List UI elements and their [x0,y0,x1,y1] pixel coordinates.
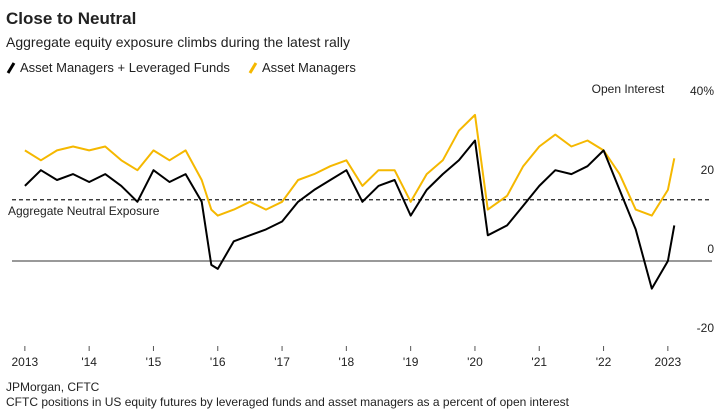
x-tick-label: '14 [81,355,97,369]
legend-label: Asset Managers [262,60,356,75]
y-axis-label: Open Interest [592,82,665,96]
x-tick-label: '20 [467,355,483,369]
y-tick-label: 40% [690,84,714,98]
note: CFTC positions in US equity futures by l… [6,395,570,409]
x-tick-label: 2023 [654,355,681,369]
source: JPMorgan, CFTC [6,380,100,394]
y-tick-label: 0 [707,242,714,256]
legend-swatch [248,62,258,74]
x-tick-label: 2013 [12,355,39,369]
neutral-label: Aggregate Neutral Exposure [8,204,160,218]
chart-title: Close to Neutral [6,9,136,28]
y-tick-label: 20 [701,163,715,177]
x-tick-label: '15 [146,355,162,369]
series-line [24,113,676,217]
x-tick-label: '21 [531,355,547,369]
x-tick-label: '16 [210,355,226,369]
series-line [24,139,676,290]
x-tick-label: '17 [274,355,290,369]
legend-swatch [6,62,16,74]
legend-label: Asset Managers + Leveraged Funds [20,60,230,75]
x-tick-label: '18 [339,355,355,369]
chart-subtitle: Aggregate equity exposure climbs during … [6,34,350,50]
x-tick-label: '19 [403,355,419,369]
x-tick-label: '22 [596,355,612,369]
y-tick-label: -20 [697,321,715,335]
